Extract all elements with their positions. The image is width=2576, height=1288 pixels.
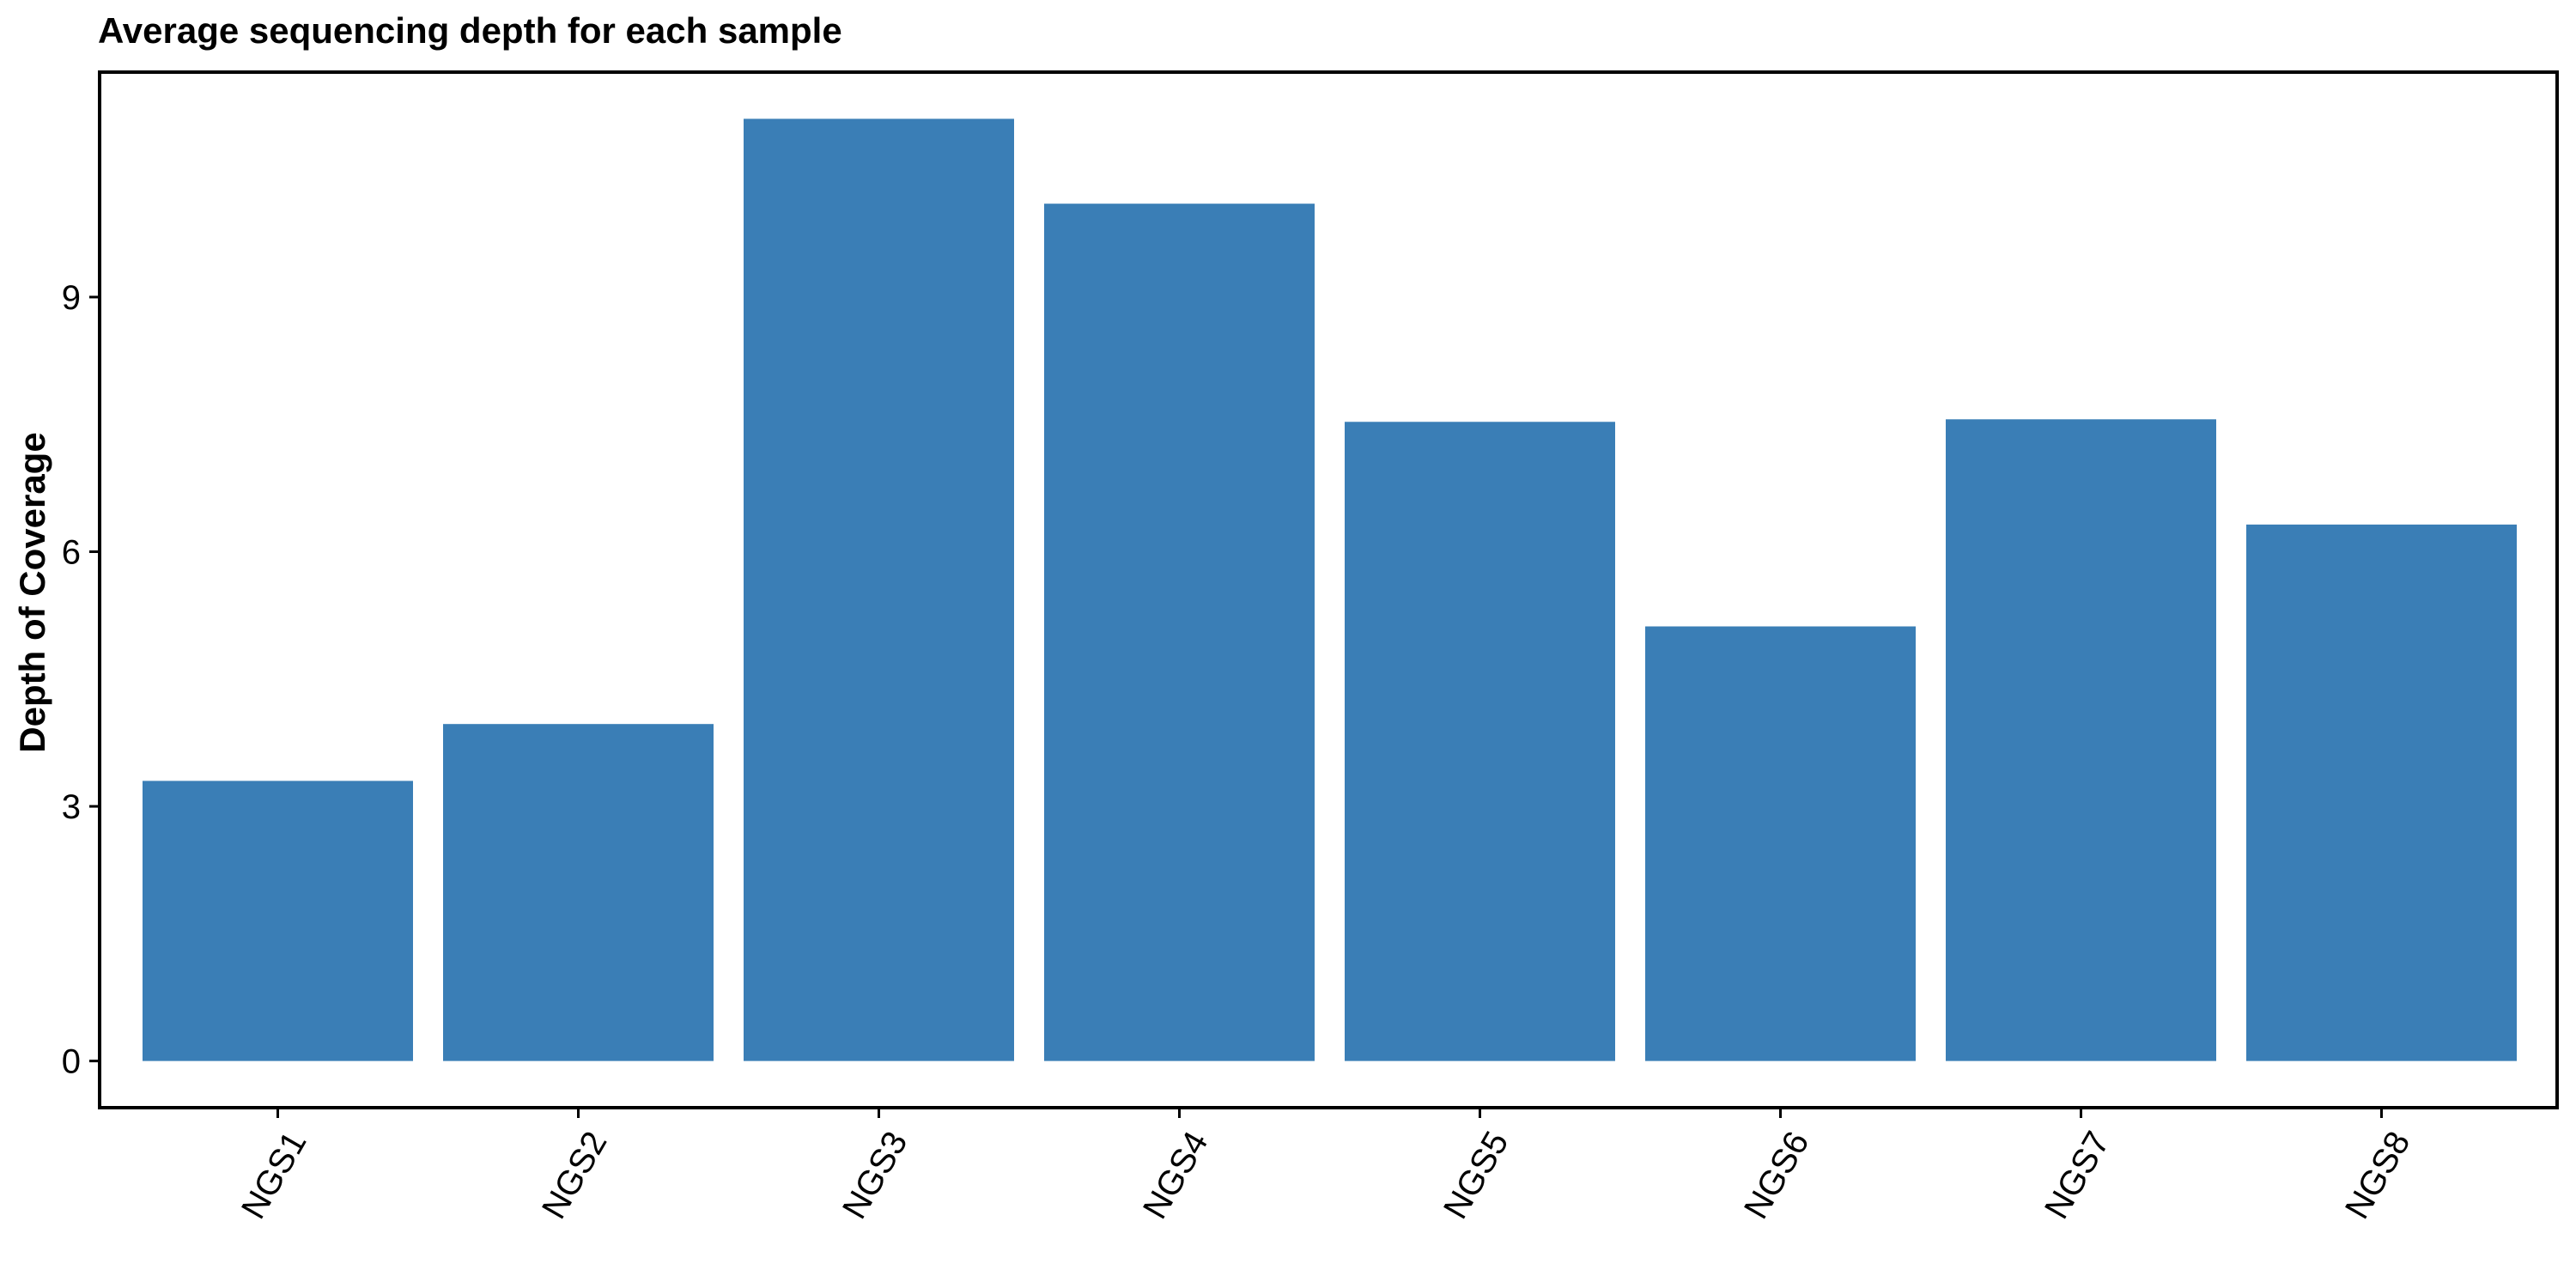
bar-ngs4: [1044, 204, 1315, 1061]
x-tick-label-ngs3: NGS3: [835, 1126, 915, 1225]
bar-ngs7: [1946, 419, 2216, 1061]
y-tick-label: 0: [62, 1043, 81, 1081]
bar-ngs2: [443, 724, 714, 1061]
x-tick-label-ngs5: NGS5: [1437, 1126, 1516, 1225]
bar-ngs5: [1345, 422, 1615, 1061]
bar-ngs3: [744, 118, 1014, 1061]
chart-title: Average sequencing depth for each sample: [98, 10, 842, 51]
x-tick-label-ngs4: NGS4: [1136, 1126, 1216, 1225]
x-tick-label-ngs8: NGS8: [2338, 1126, 2418, 1225]
bar-ngs8: [2246, 524, 2517, 1061]
x-tick-label-ngs1: NGS1: [234, 1126, 314, 1225]
plot-area: 0 3 6 9 NGS1 NGS2 NGS3 NGS4 NGS5 NGS6 NGS7 NGS8: [62, 118, 2517, 1225]
y-tick-label: 9: [62, 279, 81, 317]
plot-border: [98, 70, 2559, 1109]
bar-ngs1: [143, 781, 413, 1061]
y-tick-label: 3: [62, 788, 81, 826]
bar-ngs6: [1645, 626, 1916, 1061]
x-tick-label-ngs7: NGS7: [2038, 1126, 2117, 1225]
x-tick-label-ngs2: NGS2: [535, 1126, 615, 1225]
y-tick-label: 6: [62, 534, 81, 572]
x-tick-label-ngs6: NGS6: [1737, 1126, 1817, 1225]
y-axis-title: Depth of Coverage: [12, 432, 52, 752]
